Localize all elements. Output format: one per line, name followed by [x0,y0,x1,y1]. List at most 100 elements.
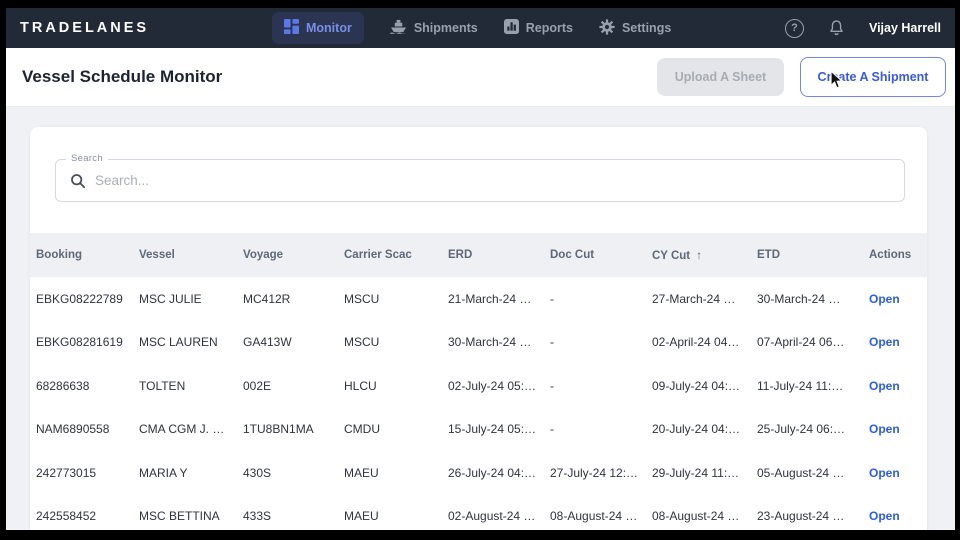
table-row: NAM6890558 CMA CGM J. … 1TU8BN1MA CMDU 1… [30,407,927,451]
app-window: TRADELANES Monitor Shipments [6,8,955,530]
voyage-cell: 1TU8BN1MA [243,422,314,437]
erd-cell: 02-August-24 … [448,509,536,524]
dashboard-icon [284,19,299,37]
brand-logo[interactable]: TRADELANES [20,20,150,36]
carrier-scac-cell: MSCU [344,291,380,306]
help-icon[interactable]: ? [784,18,804,38]
table-header-row: Booking Vessel Voyage Carrier Scac ERD D… [30,233,927,277]
search-icon [70,173,86,189]
voyage-cell: 002E [243,378,272,393]
cy-cut-cell: 09-July-24 04:… [652,378,741,393]
page-title: Vessel Schedule Monitor [22,67,223,86]
open-link[interactable]: Open [869,291,900,306]
vessel-cell: MSC JULIE [139,291,202,306]
nav-item-settings[interactable]: Settings [599,18,672,38]
bar-chart-icon [503,19,519,37]
nav-item-reports[interactable]: Reports [503,19,573,37]
etd-cell: 30-March-24 … [757,291,841,306]
search-field: Search [55,153,905,202]
carrier-scac-cell: HLCU [344,378,377,393]
vessel-cell: MSC LAUREN [139,335,218,350]
nav-item-label: Monitor [306,21,352,35]
vessel-cell: TOLTEN [139,378,186,393]
erd-cell: 15-July-24 05:… [448,422,537,437]
carrier-scac-cell: MSCU [344,335,380,350]
doc-cut-cell: - [550,335,554,350]
cy-cut-cell: 20-July-24 04:… [652,422,741,437]
cy-cut-cell: 27-March-24 … [652,291,736,306]
voyage-cell: 433S [243,509,272,524]
open-link[interactable]: Open [869,335,900,350]
open-link[interactable]: Open [869,422,900,437]
vessel-cell: CMA CGM J. … [139,422,225,437]
nav-tabs: Monitor Shipments Reports [272,8,671,48]
table-body: EBKG08222789 MSC JULIE MC412R MSCU 21-Ma… [30,277,927,530]
column-header-booking[interactable]: Booking [36,249,82,261]
column-header-erd[interactable]: ERD [448,249,473,261]
table-row: EBKG08222789 MSC JULIE MC412R MSCU 21-Ma… [30,277,927,321]
table-row: 242773015 MARIA Y 430S MAEU 26-July-24 0… [30,451,927,495]
user-menu[interactable]: Vijay Harrell [868,21,941,35]
nav-item-shipments[interactable]: Shipments [389,19,478,37]
gear-icon [599,18,615,38]
create-shipment-button[interactable]: Create A Shipment [800,57,946,97]
table-row: 68286638 TOLTEN 002E HLCU 02-July-24 05:… [30,364,927,408]
nav-item-label: Settings [621,21,672,35]
nav-item-label: Shipments [413,21,478,35]
sort-ascending-icon: ↑ [696,248,703,262]
schedule-table: Booking Vessel Voyage Carrier Scac ERD D… [30,233,927,530]
doc-cut-cell: 27-July-24 12:… [550,465,639,480]
vessel-cell: MSC BETTINA [139,509,220,524]
etd-cell: 25-July-24 06:… [757,422,846,437]
etd-cell: 11-July-24 11:… [757,378,844,393]
doc-cut-cell: - [550,291,554,306]
nav-right: ? Vijay Harrell [784,18,941,38]
search-field-label: Search [66,153,108,164]
booking-cell: 242558452 [36,509,97,524]
voyage-cell: MC412R [243,291,291,306]
etd-cell: 23-August-24 … [757,509,845,524]
erd-cell: 30-March-24 … [448,335,532,350]
column-header-vessel[interactable]: Vessel [139,249,175,261]
booking-cell: EBKG08281619 [36,335,123,350]
carrier-scac-cell: CMDU [344,422,380,437]
ship-icon [389,19,407,37]
voyage-cell: 430S [243,465,272,480]
table-row: EBKG08281619 MSC LAUREN GA413W MSCU 30-M… [30,320,927,364]
booking-cell: 68286638 [36,378,90,393]
nav-item-monitor[interactable]: Monitor [272,12,364,44]
page-header: Vessel Schedule Monitor Upload A Sheet C… [6,48,955,107]
erd-cell: 02-July-24 05:… [448,378,537,393]
column-header-actions: Actions [869,249,912,261]
header-actions: Upload A Sheet Create A Shipment [657,57,946,97]
open-link[interactable]: Open [869,378,900,393]
doc-cut-cell: - [550,422,554,437]
vessel-cell: MARIA Y [139,465,188,480]
column-header-cy-cut[interactable]: CY Cut ↑ [652,248,703,262]
erd-cell: 26-July-24 04:… [448,465,537,480]
column-header-doc-cut[interactable]: Doc Cut [550,249,595,261]
carrier-scac-cell: MAEU [344,509,379,524]
search-input[interactable] [95,173,904,188]
carrier-scac-cell: MAEU [344,465,379,480]
top-nav: TRADELANES Monitor Shipments [6,8,955,48]
column-header-etd[interactable]: ETD [757,249,780,261]
cy-cut-cell: 08-August-24 … [652,509,740,524]
etd-cell: 07-April-24 06… [757,335,845,350]
column-header-voyage[interactable]: Voyage [243,249,284,261]
table-row: 242558452 MSC BETTINA 433S MAEU 02-Augus… [30,494,927,530]
bell-icon[interactable] [828,19,845,37]
booking-cell: NAM6890558 [36,422,110,437]
column-header-carrier-scac[interactable]: Carrier Scac [344,249,412,261]
cy-cut-cell: 29-July-24 11:… [652,465,740,480]
cy-cut-cell: 02-April-24 04… [652,335,740,350]
open-link[interactable]: Open [869,509,900,524]
page-body: Search Booking Vessel Voyage Carrier Sca… [6,107,955,530]
schedule-card: Search Booking Vessel Voyage Carrier Sca… [30,127,927,530]
voyage-cell: GA413W [243,335,292,350]
open-link[interactable]: Open [869,465,900,480]
erd-cell: 21-March-24 … [448,291,532,306]
upload-sheet-button[interactable]: Upload A Sheet [657,58,784,96]
booking-cell: EBKG08222789 [36,291,123,306]
